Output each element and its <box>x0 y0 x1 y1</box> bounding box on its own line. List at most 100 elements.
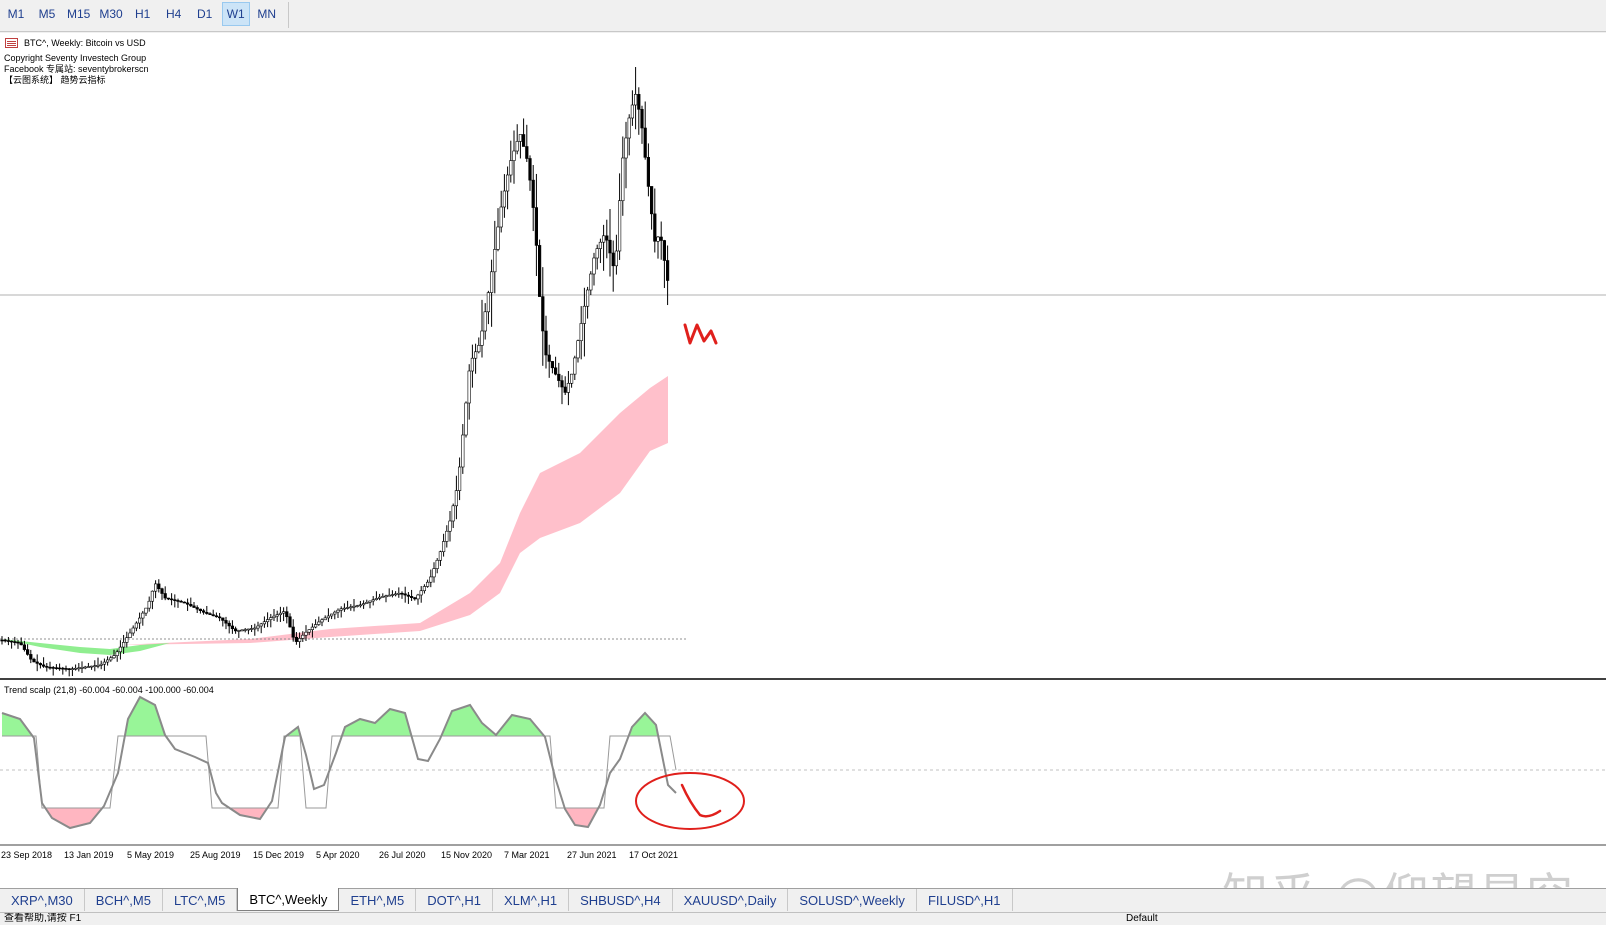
bull-cloud <box>120 376 668 645</box>
candle-body <box>294 636 299 642</box>
candle-body <box>505 174 510 192</box>
candle-body <box>128 632 132 638</box>
candle-body <box>393 593 398 596</box>
candle-body <box>336 609 340 613</box>
chart-canvas[interactable]: 23 Sep 2018 13 Jan 2019 5 May 2019 25 Aug 2… <box>0 33 1606 888</box>
candle-body <box>480 330 484 346</box>
candle-body <box>195 607 199 610</box>
timeframe-mn-button[interactable]: MN <box>257 7 277 21</box>
candle-body <box>10 640 14 643</box>
candle-body <box>265 619 270 623</box>
status-help: 查看帮助,请按 F1 <box>4 913 82 922</box>
x-axis-label: 17 Oct 2021 <box>629 850 678 860</box>
symbol-tab[interactable]: XRP^,M30 <box>0 889 85 911</box>
symbol-tab[interactable]: SOLUSD^,Weekly <box>788 889 917 911</box>
indicator-label: Trend scalp (21,8) -60.004 -60.004 -100.… <box>4 685 214 695</box>
candle-body <box>365 601 369 604</box>
candle-body <box>461 434 465 468</box>
candle-body <box>422 586 427 592</box>
candle-body <box>611 252 615 267</box>
candle-body <box>70 668 74 670</box>
timeframe-w1-button[interactable]: W1 <box>221 2 250 26</box>
timeframe-h4-button[interactable]: H4 <box>166 7 182 21</box>
candle-body <box>435 559 439 569</box>
candle-body <box>403 593 407 596</box>
candle-body <box>22 644 27 650</box>
candle-body <box>182 601 187 604</box>
candle-body <box>649 186 654 215</box>
candle-body <box>118 646 122 653</box>
symbol-tab[interactable]: ETH^,M5 <box>339 889 417 911</box>
candle-body <box>544 330 548 356</box>
candle-body <box>211 614 215 617</box>
candle-body <box>518 134 522 142</box>
candle-body <box>579 323 583 341</box>
candle-body <box>131 627 135 634</box>
chart-window[interactable]: 23 Sep 2018 13 Jan 2019 5 May 2019 25 Aug 2… <box>0 33 1606 922</box>
candle-body <box>6 640 10 642</box>
candle-body <box>627 117 631 139</box>
symbol-tab[interactable]: XLM^,H1 <box>493 889 570 911</box>
candle-body <box>205 611 209 614</box>
x-axis-label: 25 Aug 2019 <box>190 850 241 860</box>
candle-body <box>413 597 417 600</box>
x-axis-label: 23 Sep 2018 <box>1 850 52 860</box>
candle-body <box>633 94 638 106</box>
candle-body <box>54 667 58 669</box>
candle-body <box>432 568 436 578</box>
symbol-tab[interactable]: XAUUSD^,Daily <box>673 889 789 911</box>
candle-body <box>617 200 622 252</box>
symbol-tab[interactable]: LTC^,M5 <box>163 889 238 911</box>
candle-body <box>278 612 283 615</box>
candle-body <box>51 667 55 669</box>
symbol-tab[interactable]: FILUSD^,H1 <box>917 889 1013 911</box>
candle-body <box>150 590 155 602</box>
candle-body <box>486 292 491 313</box>
candle-body <box>566 382 570 393</box>
timeframe-m15-button[interactable]: M15 <box>67 7 91 21</box>
candle-body <box>384 595 388 598</box>
timeframe-h1-button[interactable]: H1 <box>135 7 151 21</box>
candle-body <box>621 157 625 202</box>
candle-body <box>525 146 529 159</box>
candle-body <box>35 661 39 664</box>
candle-body <box>483 311 487 332</box>
candle-body <box>454 490 459 507</box>
candle-body <box>550 361 554 369</box>
candle-body <box>262 621 267 625</box>
symbol-tab[interactable]: BCH^,M5 <box>85 889 163 911</box>
candle-body <box>601 235 606 243</box>
candle-body <box>659 236 663 241</box>
candle-body <box>374 598 379 601</box>
timeframe-m5-button[interactable]: M5 <box>38 7 56 21</box>
candle-body <box>250 628 254 630</box>
symbol-tab[interactable]: BTC^,Weekly <box>237 888 340 911</box>
candle-body <box>304 631 308 636</box>
timeframe-d1-button[interactable]: D1 <box>197 7 213 21</box>
candle-body <box>0 639 4 642</box>
candle-body <box>390 594 395 596</box>
timeframe-m1-button[interactable]: M1 <box>7 7 25 21</box>
candle-body <box>61 667 65 670</box>
candle-body <box>592 257 596 275</box>
candle-body <box>16 641 20 644</box>
candle-body <box>547 354 551 362</box>
timeframe-m30-button[interactable]: M30 <box>99 7 123 21</box>
candle-body <box>329 613 334 617</box>
x-axis-label: 5 May 2019 <box>127 850 174 860</box>
candle-body <box>144 607 148 614</box>
candle-body <box>154 583 158 592</box>
candle-body <box>157 583 161 590</box>
candle-body <box>448 520 452 532</box>
candle-body <box>160 588 164 594</box>
symbol-tab[interactable]: DOT^,H1 <box>416 889 493 911</box>
candle-body <box>112 655 116 659</box>
symbol-tab[interactable]: SHBUSD^,H4 <box>569 889 673 911</box>
candle-body <box>630 104 634 119</box>
candle-body <box>502 190 507 208</box>
candle-body <box>275 614 279 617</box>
indicator-up-fill <box>2 713 32 736</box>
candle-body <box>521 134 526 147</box>
candle-body <box>605 235 609 241</box>
candle-body <box>646 157 650 187</box>
